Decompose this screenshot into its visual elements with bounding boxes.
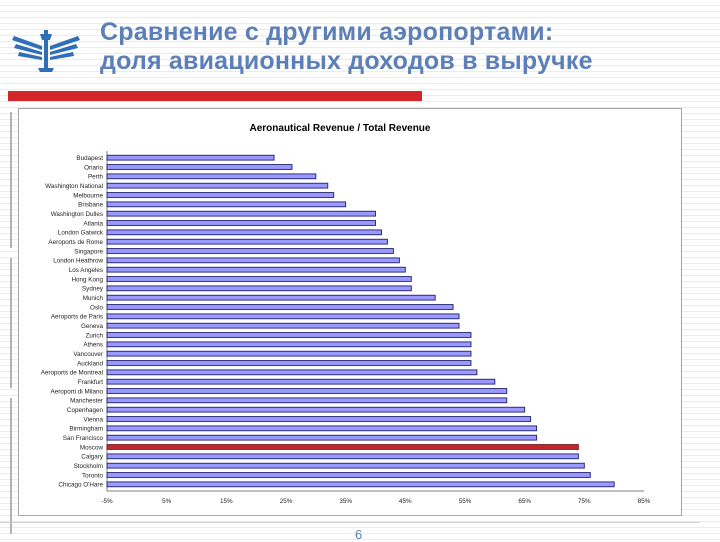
category-label: Oslo: [90, 304, 103, 311]
bar: [106, 360, 472, 366]
bar: [106, 276, 412, 282]
category-label: Aeroporti di Milano: [51, 388, 104, 395]
category-label: Manchester: [70, 398, 103, 405]
x-tick-label: 75%: [578, 498, 591, 505]
slide-title: Сравнение с другими аэропортами: доля ав…: [100, 18, 700, 76]
bar: [106, 481, 615, 488]
category-label: Oriario: [84, 164, 103, 171]
x-tick-label: 85%: [638, 498, 651, 505]
bar: [106, 304, 454, 310]
category-label: Perth: [88, 174, 104, 181]
bar: [106, 220, 376, 226]
bar: [106, 416, 532, 422]
category-label: London Heathrow: [53, 258, 103, 265]
category-label: Moscow: [80, 444, 104, 451]
slide-title-line-2: доля авиационных доходов в выручке: [100, 47, 593, 75]
category-label: Zurich: [86, 332, 104, 339]
airport-logo-icon: [12, 30, 80, 72]
category-label: Calgary: [81, 454, 104, 461]
category-label: Toronto: [82, 472, 104, 479]
left-divider-bottom: [10, 398, 12, 534]
bar: [106, 313, 460, 320]
category-label: Aeroports de Rome: [48, 239, 103, 246]
category-label: Los Angeles: [69, 267, 103, 274]
bar: [106, 192, 335, 198]
bar: [106, 350, 472, 357]
category-label: Budapest: [76, 155, 103, 162]
category-label: Sydney: [82, 286, 104, 293]
bar: [106, 238, 388, 245]
footer-divider: [0, 522, 700, 523]
category-label: Washington National: [45, 183, 103, 190]
bar: [106, 378, 496, 385]
category-label: Aeroports de Montreal: [41, 370, 103, 377]
bar: [106, 397, 508, 404]
category-label: Aeroports de Paris: [51, 314, 103, 321]
category-label: Vancouver: [73, 351, 103, 358]
bar: [106, 462, 585, 469]
bar-highlighted: [106, 444, 579, 450]
bar: [106, 332, 472, 338]
category-label: Stockholm: [74, 463, 103, 470]
category-label: Washington Dulles: [51, 211, 103, 218]
page-number: 6: [355, 527, 363, 542]
bar: [106, 369, 478, 376]
x-tick-label: 15%: [220, 498, 233, 505]
bar: [106, 257, 400, 264]
category-label: Birmingham: [69, 426, 103, 433]
bar: [106, 341, 472, 348]
category-label: Vienna: [84, 416, 104, 423]
left-divider-top: [10, 112, 12, 248]
chart-frame: Aeronautical Revenue / Total Revenue Buda…: [18, 108, 682, 516]
left-divider-middle: [10, 258, 12, 388]
bar: [106, 322, 460, 329]
bar: [106, 434, 538, 441]
category-label: Atlanta: [83, 220, 103, 227]
category-label: Brisbane: [78, 202, 103, 209]
x-tick-label: 5%: [162, 498, 172, 505]
bar: [106, 154, 275, 161]
title-accent-bar: [8, 91, 422, 101]
bar: [106, 248, 394, 254]
category-label: London Gatwick: [58, 230, 104, 237]
category-label: Hong Kong: [71, 276, 103, 283]
bar: [106, 472, 591, 478]
bar: [106, 406, 526, 413]
bar: [106, 285, 412, 292]
bar: [106, 453, 579, 460]
bar: [106, 201, 347, 208]
category-label: Frankfurt: [78, 379, 103, 386]
x-tick-label: -5%: [101, 498, 113, 505]
bar: [106, 266, 406, 273]
category-label: Munich: [83, 295, 104, 302]
category-label: Geneva: [81, 323, 104, 330]
x-tick-label: 25%: [280, 498, 293, 505]
x-tick-label: 35%: [339, 498, 352, 505]
category-label: Singapore: [74, 248, 103, 255]
bar: [106, 229, 382, 236]
category-label: Auckland: [77, 360, 103, 367]
bar: [106, 294, 436, 301]
x-tick-label: 45%: [399, 498, 412, 505]
bar: [106, 425, 538, 432]
bar: [106, 164, 293, 170]
category-label: San Francisco: [63, 435, 104, 442]
category-label: Athens: [83, 342, 103, 349]
x-tick-label: 65%: [518, 498, 531, 505]
category-label: Chicago O'Hare: [58, 482, 103, 489]
slide-title-line-1: Сравнение с другими аэропортами:: [100, 18, 554, 46]
bar: [106, 182, 329, 189]
bar: [106, 173, 317, 180]
bar: [106, 388, 508, 394]
revenue-bar-chart: Aeronautical Revenue / Total Revenue Buda…: [41, 123, 651, 505]
chart-title: Aeronautical Revenue / Total Revenue: [250, 123, 431, 134]
bar: [106, 210, 376, 217]
category-label: Copenhagen: [67, 407, 104, 414]
x-tick-label: 55%: [459, 498, 472, 505]
category-label: Melbourne: [73, 192, 103, 199]
